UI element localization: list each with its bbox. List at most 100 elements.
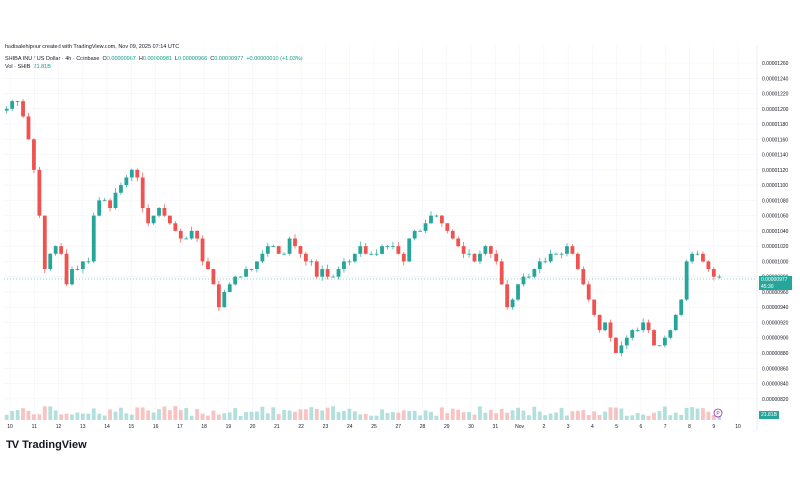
x-tick-label: 3 — [567, 424, 570, 430]
candle-body — [586, 284, 591, 300]
candle-body — [467, 253, 471, 255]
volume-bar — [113, 411, 118, 420]
candle-body — [478, 253, 482, 262]
candle-body — [238, 276, 243, 278]
volume-bar — [178, 410, 183, 420]
volume-bar — [695, 408, 700, 420]
candle-body — [293, 238, 297, 247]
x-tick-label: 27 — [395, 424, 401, 430]
candle-body — [543, 261, 548, 263]
bar-countdown: 45:30 — [761, 283, 774, 290]
volume-bar — [581, 410, 586, 420]
candle-body — [113, 192, 118, 209]
volume-bar — [630, 415, 635, 420]
volume-bar — [461, 412, 466, 420]
volume-bar — [510, 410, 515, 420]
volume-bar — [189, 415, 194, 420]
candle-body — [37, 169, 42, 216]
volume-bar — [233, 408, 238, 420]
candle-body — [526, 276, 531, 278]
candle-body — [608, 322, 613, 338]
volume-bar — [483, 412, 488, 420]
candle-body — [119, 185, 123, 193]
volume-bar — [4, 414, 9, 420]
x-tick-label: 21 — [274, 424, 280, 430]
volume-bar — [554, 412, 559, 420]
tradingview-logo[interactable]: TV TradingView — [6, 439, 87, 451]
volume-label[interactable]: Vol · SHIB — [5, 64, 31, 70]
y-tick-label: 0.00001120 — [762, 168, 788, 174]
candle-body — [102, 200, 107, 202]
volume-bar — [216, 414, 221, 420]
volume-bar — [597, 415, 602, 420]
volume-bar — [271, 407, 276, 420]
candle-body — [537, 261, 542, 270]
candle-body — [374, 253, 379, 255]
candle-body — [510, 299, 515, 308]
y-tick-label: 0.00000940 — [762, 305, 789, 311]
candle-body — [701, 253, 705, 262]
low-value: 0.00000966 — [178, 56, 208, 62]
volume-bar — [445, 413, 450, 420]
volume-bar — [641, 414, 646, 420]
x-tick-label: 22 — [298, 424, 304, 430]
candle-body — [635, 330, 640, 331]
candle-body — [646, 322, 651, 331]
candle-body — [575, 253, 580, 270]
volume-bar — [336, 412, 341, 420]
candle-body — [75, 269, 80, 270]
change-value: +0.00000010 (+1.03%) — [246, 56, 303, 62]
candle-body — [630, 330, 635, 338]
y-tick-label: 0.00001160 — [762, 137, 788, 143]
volume-bar — [249, 411, 254, 420]
event-marker[interactable]: P — [713, 408, 723, 418]
candle-body — [287, 238, 292, 254]
volume-bar — [401, 410, 406, 420]
symbol-name[interactable]: SHIBA INU / US Dollar · 4h · Coinbase — [5, 56, 100, 62]
volume-bar — [570, 411, 575, 420]
candle-body — [4, 108, 9, 111]
x-tick-label: 25 — [371, 424, 377, 430]
candle-body — [97, 200, 102, 216]
candle-body — [717, 276, 722, 278]
volume-bar — [706, 411, 711, 420]
low-label: L — [175, 56, 179, 62]
x-tick-label: 17 — [177, 424, 183, 430]
volume-bar — [320, 410, 325, 420]
high-label: H — [138, 56, 143, 62]
volume-bar — [684, 407, 689, 420]
volume-bar — [657, 411, 662, 420]
volume-bar — [238, 415, 243, 420]
volume-bar — [407, 411, 412, 420]
volume-bar — [282, 409, 287, 420]
volume-bar — [412, 410, 417, 420]
candle-body — [309, 261, 314, 263]
volume-bar — [565, 415, 569, 420]
event-marker-label: P — [716, 411, 720, 417]
symbol-legend: SHIBA INU / US Dollar · 4h · Coinbase O0… — [5, 56, 303, 62]
volume-bar — [619, 408, 624, 420]
volume-bar — [331, 406, 335, 420]
y-tick-label: 0.00001080 — [762, 198, 789, 204]
candle-body — [184, 238, 189, 240]
volume-bar — [385, 412, 390, 420]
current-price-value: 0.00000977 — [761, 277, 788, 283]
volume-bar — [70, 414, 74, 420]
candle-body — [603, 322, 607, 331]
candle-body — [255, 261, 259, 270]
y-tick-label: 0.00001220 — [762, 92, 789, 98]
tradingview-logo-icon: TV — [6, 439, 19, 451]
x-tick-label: 15 — [129, 424, 135, 430]
candle-body — [21, 101, 25, 117]
volume-bar — [548, 413, 553, 420]
volume-bar — [86, 413, 91, 420]
candle-body — [488, 246, 493, 254]
candle-body — [423, 223, 428, 231]
candle-body — [86, 261, 91, 263]
volume-bar — [222, 413, 227, 420]
candle-body — [347, 261, 352, 263]
candle-body — [434, 215, 439, 217]
x-tick-label: 18 — [201, 424, 207, 430]
candle-body — [314, 261, 319, 277]
